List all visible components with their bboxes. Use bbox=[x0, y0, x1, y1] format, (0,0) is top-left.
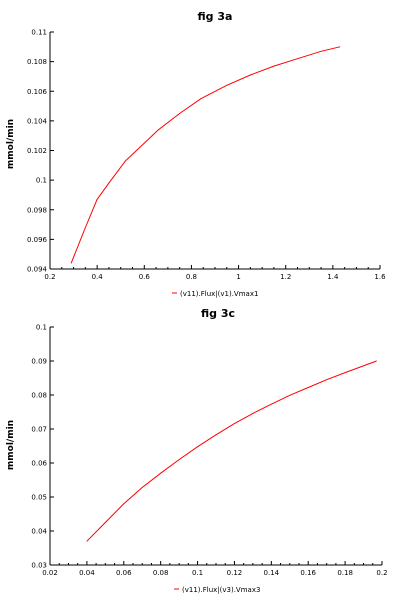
x-tick-label: 0.02 bbox=[42, 569, 58, 577]
y-tick-label: 0.094 bbox=[27, 266, 48, 274]
y-tick-label: 0.08 bbox=[31, 392, 47, 400]
x-tick-label: 0.4 bbox=[92, 273, 104, 281]
data-point bbox=[320, 50, 322, 52]
data-point bbox=[273, 65, 275, 67]
x-tick-label: 0.06 bbox=[116, 569, 132, 577]
data-point bbox=[108, 182, 110, 184]
data-point bbox=[178, 459, 180, 460]
y-tick-label: 0.1 bbox=[36, 177, 47, 185]
x-tick-label: 1 bbox=[236, 273, 240, 281]
x-tick-label: 0.12 bbox=[227, 569, 243, 577]
data-point bbox=[200, 98, 202, 100]
legend: (v11).Flux|(v3).Vmax3 bbox=[174, 586, 260, 594]
y-tick-label: 0.05 bbox=[31, 494, 47, 502]
data-point bbox=[141, 487, 143, 488]
x-tick-label: 0.6 bbox=[139, 273, 151, 281]
axis-ticks: 0.094 0.096 0.098 0.1 0.102 0.104 0.106 0.108 0.… bbox=[27, 29, 386, 282]
data-point bbox=[123, 503, 125, 505]
y-tick-label: 0.108 bbox=[27, 58, 47, 66]
y-tick-label: 0.03 bbox=[31, 562, 47, 570]
data-point bbox=[289, 394, 291, 396]
data-point bbox=[84, 227, 86, 228]
x-tick-label: 0.2 bbox=[44, 273, 55, 281]
data-point bbox=[297, 58, 298, 60]
data-point bbox=[307, 387, 309, 388]
x-tick-label: 1.2 bbox=[280, 273, 291, 281]
y-tick-label: 0.102 bbox=[27, 147, 47, 155]
x-tick-label: 0.1 bbox=[192, 569, 203, 577]
data-point bbox=[376, 360, 377, 362]
data-point bbox=[344, 372, 346, 373]
x-tick-label: 0.08 bbox=[153, 569, 169, 577]
plot-area bbox=[70, 46, 341, 264]
chart-title: fig 3a bbox=[198, 10, 233, 23]
data-point bbox=[86, 540, 88, 542]
data-point bbox=[249, 74, 251, 76]
y-axis-label: mmol/min bbox=[6, 119, 16, 169]
y-tick-label: 0.098 bbox=[27, 206, 47, 214]
data-point bbox=[104, 522, 106, 523]
data-point bbox=[96, 198, 98, 200]
y-tick-label: 0.11 bbox=[31, 29, 47, 37]
y-tick-label: 0.096 bbox=[27, 236, 48, 244]
chart-fig-3c: fig 3c mmol/min 0.03 0.04 0.05 0.06 0.07 0.08… bbox=[6, 307, 388, 594]
axis-ticks: 0.03 0.04 0.05 0.06 0.07 0.08 0.09 0.1 0.02 0.04 0… bbox=[31, 324, 387, 578]
x-tick-label: 0.18 bbox=[337, 569, 353, 577]
series-line bbox=[70, 46, 341, 264]
y-tick-label: 0.09 bbox=[31, 358, 47, 366]
data-point bbox=[339, 46, 341, 48]
data-point bbox=[197, 446, 198, 448]
y-tick-label: 0.1 bbox=[36, 324, 47, 332]
data-point bbox=[215, 434, 217, 436]
x-tick-label: 1.6 bbox=[374, 273, 386, 281]
data-point bbox=[270, 403, 272, 405]
y-tick-label: 0.106 bbox=[27, 88, 48, 96]
plot-area bbox=[86, 360, 377, 542]
data-point bbox=[234, 423, 235, 424]
x-tick-label: 0.8 bbox=[186, 273, 197, 281]
x-tick-label: 0.04 bbox=[79, 569, 95, 577]
legend-label: (v11).Flux|(v1).Vmax1 bbox=[180, 290, 258, 298]
data-point bbox=[179, 113, 181, 114]
y-tick-label: 0.104 bbox=[27, 117, 48, 125]
y-axis-label: mmol/min bbox=[6, 420, 16, 470]
data-point bbox=[252, 412, 254, 414]
data-point bbox=[143, 142, 145, 144]
x-tick-label: 1.4 bbox=[327, 273, 339, 281]
y-tick-label: 0.04 bbox=[31, 528, 47, 536]
data-point bbox=[326, 379, 328, 381]
chart-fig-3a: fig 3a mmol/min 0.0940.0960.0980.10.1020… bbox=[6, 10, 386, 298]
x-tick-label: 0.16 bbox=[300, 569, 316, 577]
y-tick-label: 0.06 bbox=[31, 460, 47, 468]
legend-label: (v11).Flux|(v3).Vmax3 bbox=[182, 586, 260, 594]
data-point bbox=[226, 84, 228, 86]
legend: (v11).Flux|(v1).Vmax1 bbox=[172, 290, 258, 298]
x-tick-label: 0.2 bbox=[376, 569, 387, 577]
data-point bbox=[125, 160, 126, 162]
data-point bbox=[70, 262, 72, 264]
data-point bbox=[158, 129, 159, 131]
chart-title: fig 3c bbox=[201, 307, 235, 320]
x-tick-label: 0.14 bbox=[264, 569, 280, 577]
y-tick-label: 0.07 bbox=[31, 426, 47, 434]
series-line bbox=[86, 360, 377, 542]
data-point bbox=[160, 472, 162, 474]
